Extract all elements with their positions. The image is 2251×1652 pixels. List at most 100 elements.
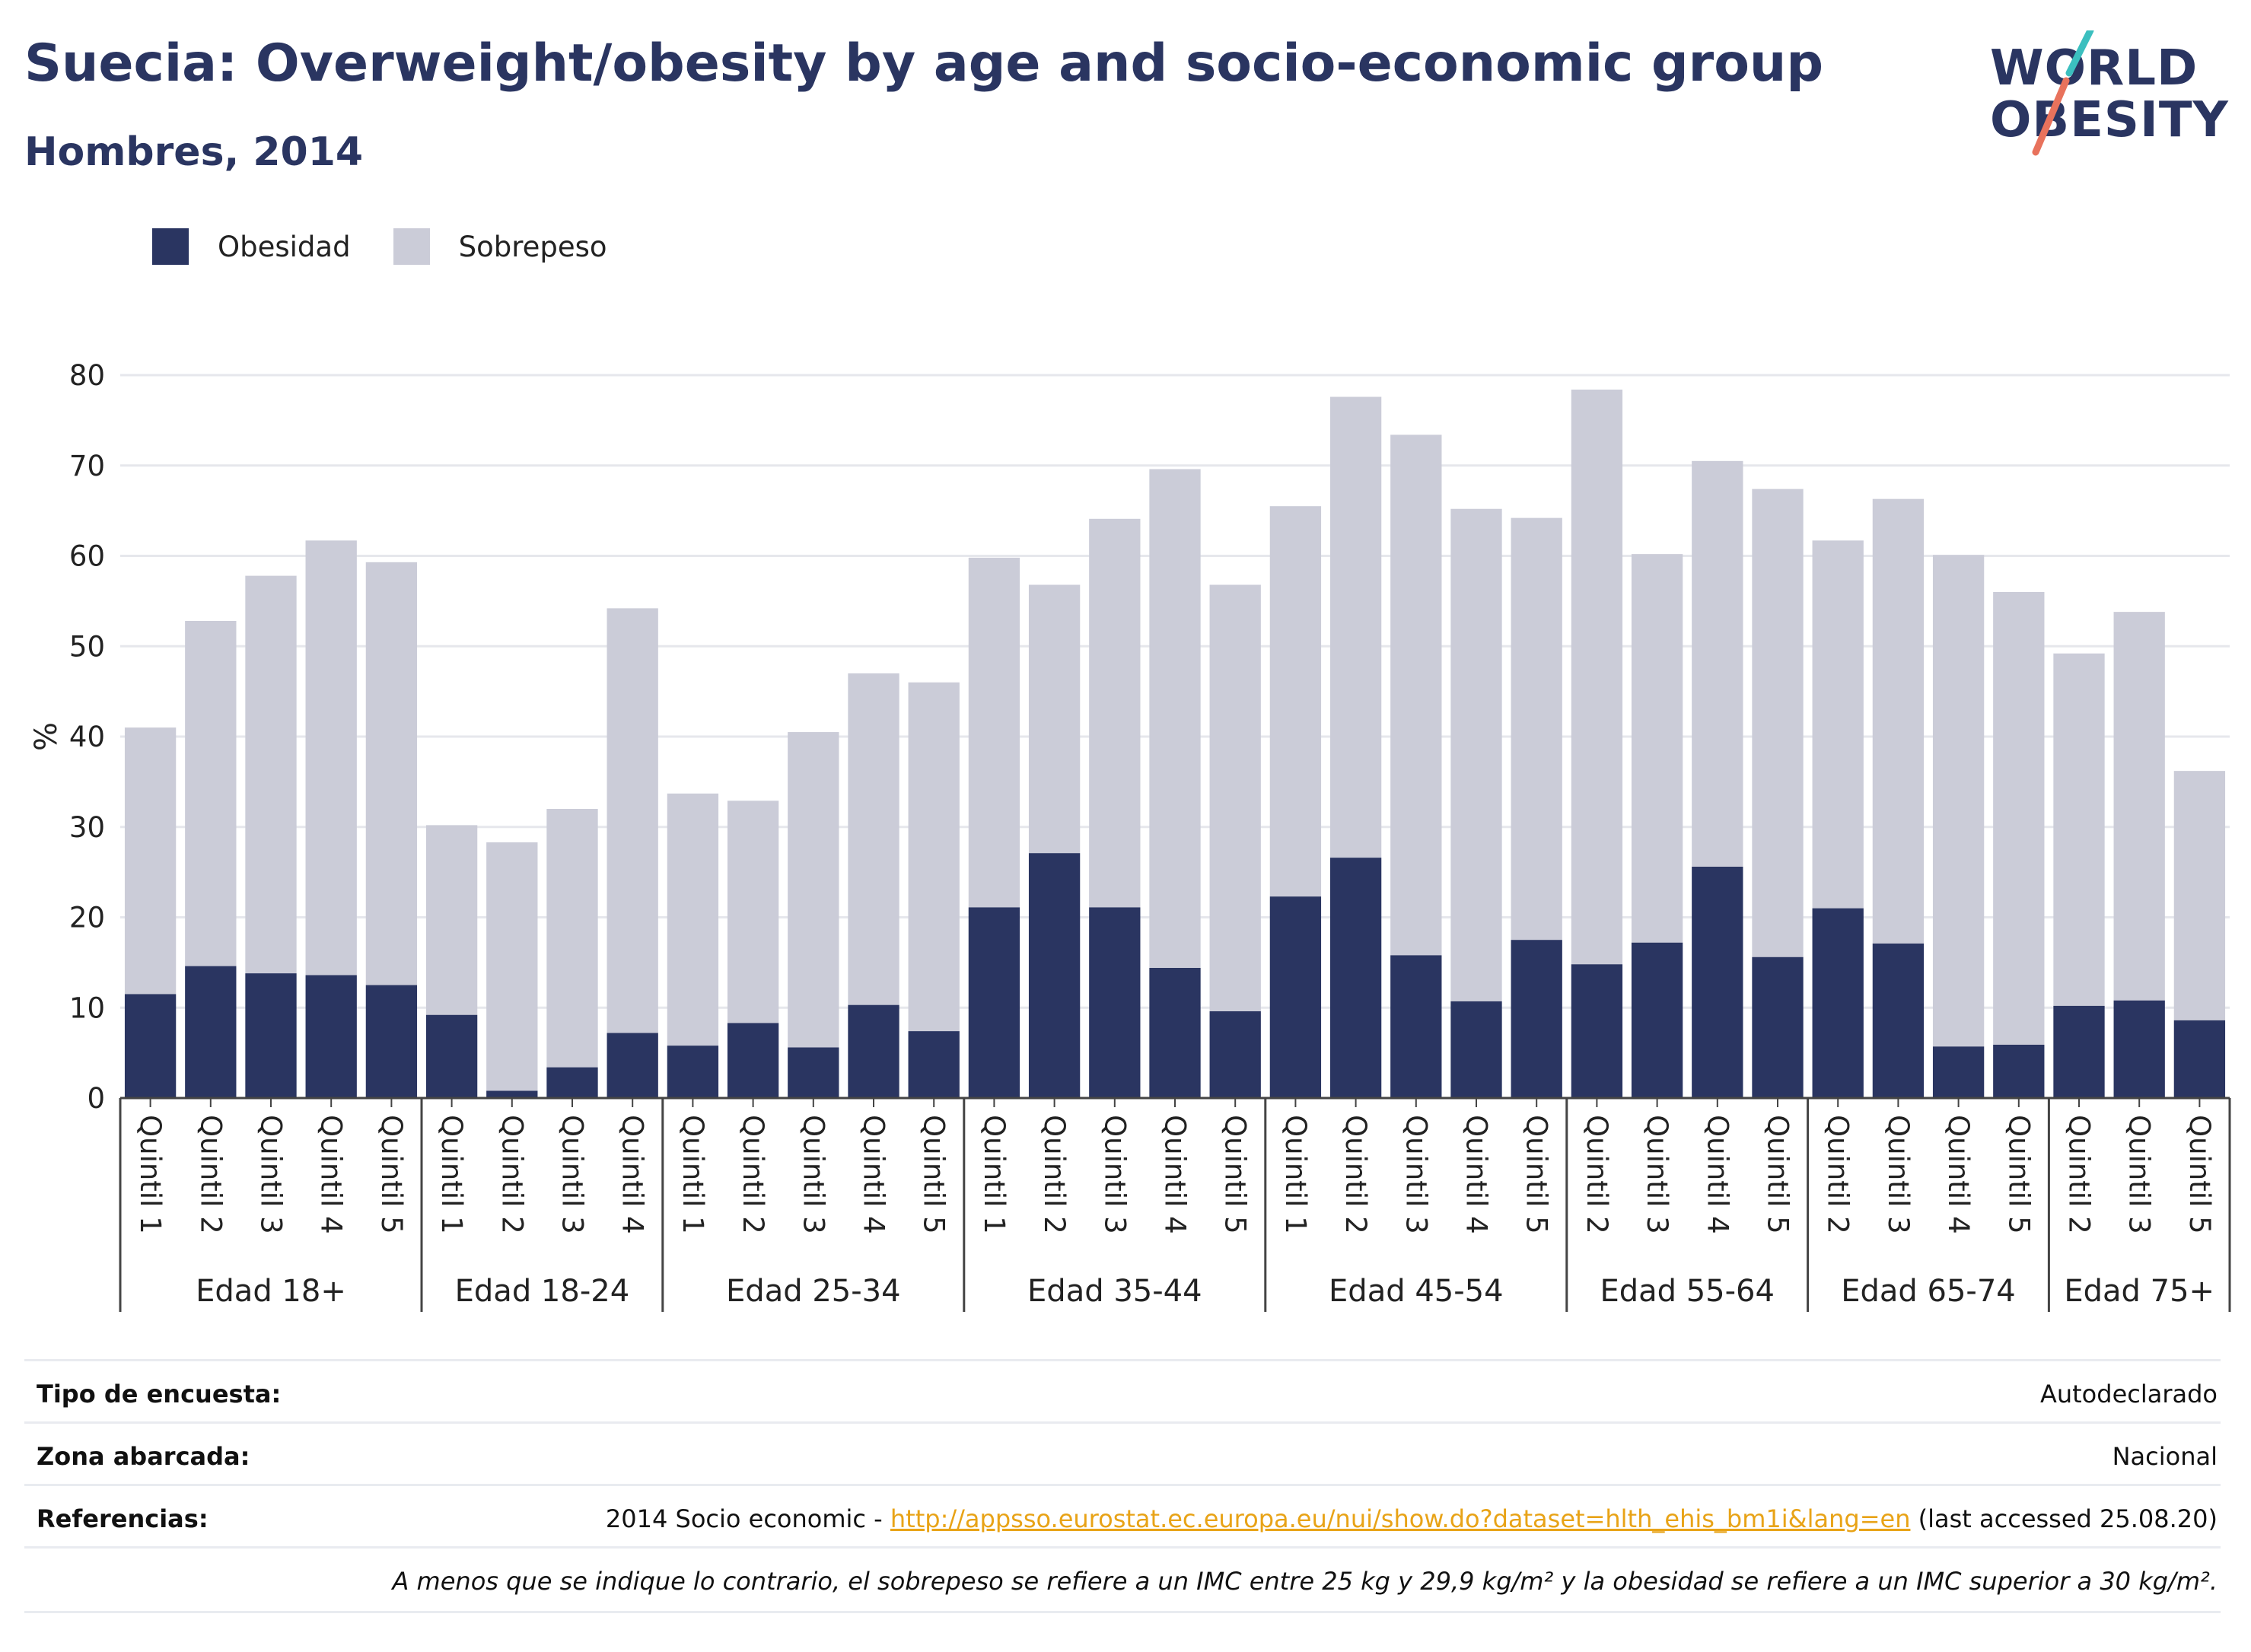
x-tick-label: Quintil 5 (918, 1115, 950, 1234)
bar-overweight (1329, 396, 1382, 858)
bar-overweight (848, 673, 899, 1005)
x-tick-label: Quintil 3 (1098, 1115, 1131, 1234)
bar-obesity (1269, 896, 1322, 1098)
group-label: Edad 75+ (2064, 1274, 2214, 1309)
y-tick-label: 30 (69, 811, 105, 844)
x-tick-label: Quintil 3 (255, 1115, 288, 1234)
bar-obesity (727, 1023, 779, 1098)
x-tick-label: Quintil 5 (1219, 1115, 1252, 1234)
bar-overweight (1872, 498, 1925, 944)
bar-obesity (1089, 907, 1141, 1098)
bar-obesity (2053, 1005, 2105, 1098)
y-tick-label: 20 (69, 902, 105, 934)
x-tick-label: Quintil 2 (194, 1115, 227, 1234)
info-value-references: 2014 Socio economic - http://appsso.euro… (606, 1504, 2218, 1533)
group-label: Edad 35-44 (1027, 1274, 1202, 1309)
bar-obesity (848, 1004, 899, 1098)
bar-obesity (788, 1047, 839, 1098)
x-tick-label: Quintil 1 (978, 1115, 1011, 1234)
bar-overweight (124, 727, 177, 995)
info-value-survey-type: Autodeclarado (2039, 1380, 2218, 1408)
references-link[interactable]: http://appsso.eurostat.ec.europa.eu/nui/… (890, 1504, 1911, 1533)
bar-overweight (1812, 540, 1864, 909)
bar-obesity (1872, 943, 1925, 1098)
world-obesity-logo: WORLD OBESITY (1990, 30, 2233, 167)
bar-overweight (546, 809, 598, 1068)
x-tick-label: Quintil 2 (1038, 1115, 1071, 1234)
x-tick-label: Quintil 3 (1399, 1115, 1432, 1234)
bar-obesity (1932, 1046, 1985, 1098)
bar-overweight (1028, 584, 1081, 854)
bar-obesity (1511, 940, 1562, 1098)
logo-text-world: WORLD (1990, 40, 2198, 97)
x-tick-label: Quintil 5 (2002, 1115, 2035, 1234)
x-tick-label: Quintil 2 (495, 1115, 528, 1234)
group-label: Edad 45-54 (1329, 1274, 1504, 1309)
x-tick-label: Quintil 4 (1159, 1115, 1192, 1234)
bar-obesity (124, 994, 177, 1098)
legend-label-overweight: Sobrepeso (458, 230, 607, 263)
bar-overweight (607, 608, 658, 1033)
bar-obesity (245, 973, 297, 1098)
bar-overweight (1269, 506, 1322, 897)
group-label: Edad 55-64 (1600, 1274, 1775, 1309)
bar-overweight (1932, 555, 1985, 1047)
bar-overweight (1450, 508, 1502, 1001)
bar-overweight (1692, 460, 1743, 867)
y-tick-label: 60 (69, 540, 105, 573)
x-tick-label: Quintil 1 (134, 1115, 167, 1234)
bar-overweight (908, 682, 960, 1032)
bar-overweight (968, 557, 1020, 908)
stacked-bar-chart: 0 10 20 30 40 50 60 70 80% Quintil 1 Quintil 2 Quin… (29, 359, 2231, 1312)
info-row-coverage: Zona abarcada: Nacional (24, 1421, 2221, 1486)
bar-overweight (1752, 489, 1804, 957)
bar-overweight (305, 540, 357, 976)
bar-overweight (788, 732, 839, 1048)
x-tick-label: Quintil 3 (1882, 1115, 1915, 1234)
x-tick-label: Quintil 4 (1460, 1115, 1493, 1234)
bar-overweight (2113, 612, 2165, 1001)
y-axis-label: % (29, 722, 64, 751)
bar-overweight (2053, 653, 2105, 1006)
bar-overweight (727, 801, 779, 1023)
x-tick-label: Quintil 2 (1339, 1115, 1372, 1234)
group-label: Edad 65-74 (1841, 1274, 2016, 1309)
group-label: Edad 18+ (196, 1274, 346, 1309)
bar-obesity (546, 1067, 598, 1098)
bar-obesity (425, 1014, 478, 1098)
legend-label-obesity: Obesidad (218, 230, 351, 263)
bar-overweight (1511, 517, 1562, 941)
info-row-references: Referencias: 2014 Socio economic - http:… (24, 1484, 2221, 1549)
x-tick-label: Quintil 2 (2063, 1115, 2096, 1234)
bar-obesity (1209, 1011, 1261, 1098)
chart-title: Suecia: Overweight/obesity by age and so… (24, 33, 1823, 94)
bar-obesity (1631, 942, 1683, 1098)
x-tick-label: Quintil 2 (1581, 1115, 1613, 1234)
y-tick-label: 50 (69, 630, 105, 663)
x-tick-label: Quintil 1 (677, 1115, 709, 1234)
info-value-coverage: Nacional (2112, 1442, 2218, 1471)
x-tick-label: Quintil 4 (1942, 1115, 1975, 1234)
bar-obesity (1390, 955, 1442, 1098)
y-tick-label: 80 (69, 359, 105, 392)
y-tick-label: 40 (69, 721, 105, 753)
bar-overweight (667, 793, 719, 1046)
legend-swatch-overweight (393, 228, 430, 265)
x-tick-label: Quintil 3 (556, 1115, 589, 1234)
references-suffix: (last accessed 25.08.20) (1910, 1504, 2218, 1533)
x-tick-label: Quintil 4 (1701, 1115, 1734, 1234)
info-row-note: A menos que se indique lo contrario, el … (24, 1546, 2221, 1613)
bar-overweight (2173, 771, 2226, 1020)
bar-obesity (607, 1033, 658, 1098)
references-prefix: 2014 Socio economic - (605, 1504, 890, 1533)
x-tick-label: Quintil 3 (797, 1115, 829, 1234)
bar-overweight (486, 842, 538, 1091)
logo-slash-icon (2032, 30, 2094, 156)
info-row-survey-type: Tipo de encuesta: Autodeclarado (24, 1359, 2221, 1424)
bar-overweight (1631, 554, 1683, 943)
info-key-coverage: Zona abarcada: (37, 1442, 250, 1471)
bar-obesity (1692, 867, 1743, 1098)
x-tick-label: Quintil 1 (1279, 1115, 1312, 1234)
bar-obesity (365, 985, 418, 1098)
info-key-references: Referencias: (37, 1504, 209, 1533)
